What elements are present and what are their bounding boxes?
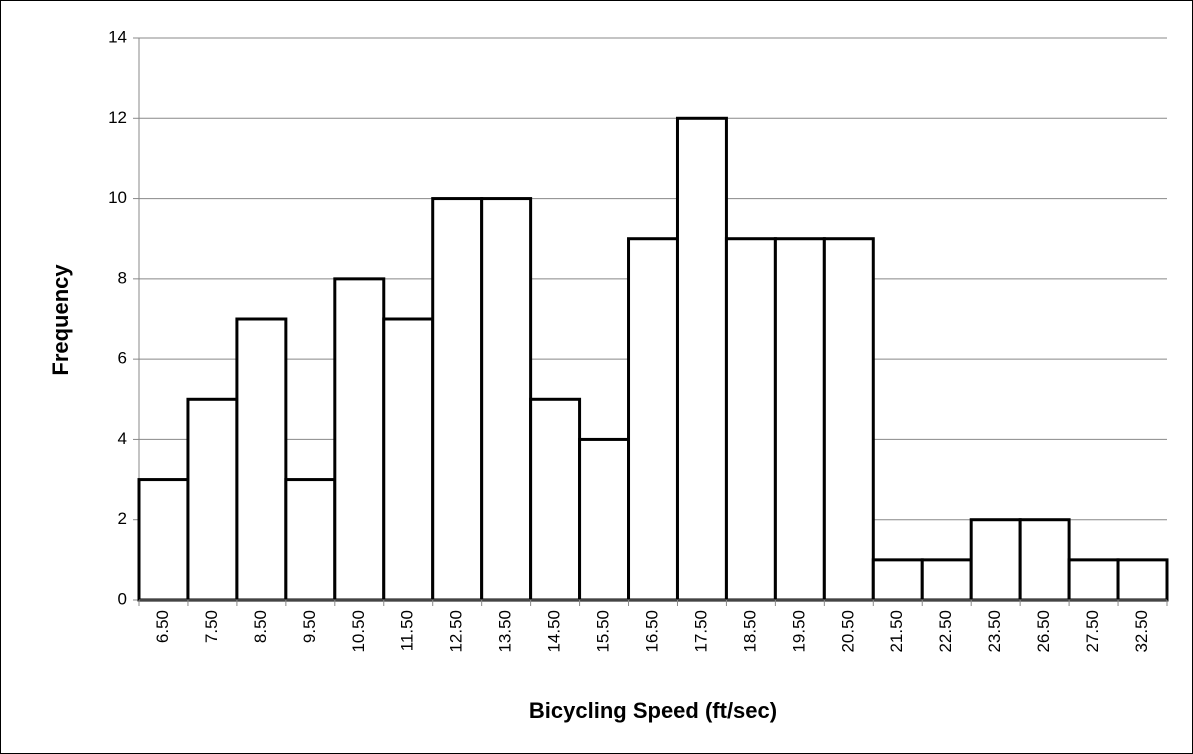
bar: [235, 317, 288, 602]
bar: [480, 197, 533, 602]
y-tick-label: 0: [118, 589, 127, 608]
bar: [382, 317, 435, 602]
bar: [773, 237, 826, 602]
bar: [284, 478, 337, 602]
x-tick-label: 17.50: [691, 610, 710, 653]
x-axis-title: Bicycling Speed (ft/sec): [529, 698, 777, 723]
bar: [137, 478, 190, 602]
y-tick-label: 2: [118, 509, 127, 528]
x-tick-label: 13.50: [496, 610, 515, 653]
bar: [920, 558, 973, 602]
x-tick-label: 18.50: [740, 610, 759, 653]
x-tick-label: 6.50: [153, 610, 172, 643]
x-tick-label: 10.50: [349, 610, 368, 653]
y-tick-label: 12: [108, 108, 127, 127]
bar: [871, 558, 924, 602]
x-tick-label: 14.50: [545, 610, 564, 653]
x-tick-label: 19.50: [789, 610, 808, 653]
bar: [675, 116, 728, 602]
y-tick-label: 6: [118, 349, 127, 368]
bar: [186, 397, 239, 602]
x-tick-label: 26.50: [1034, 610, 1053, 653]
x-tick-label: 22.50: [936, 610, 955, 653]
x-tick-label: 9.50: [300, 610, 319, 643]
y-axis-title: Frequency: [48, 264, 73, 376]
x-tick-label: 32.50: [1132, 610, 1151, 653]
x-tick-label: 11.50: [398, 610, 417, 651]
bar: [1018, 518, 1071, 602]
bar: [529, 397, 582, 602]
x-tick-label: 20.50: [838, 610, 857, 653]
x-tick-label: 8.50: [251, 610, 270, 643]
y-tick-label: 8: [118, 268, 127, 287]
bar: [627, 237, 679, 602]
bar: [431, 197, 484, 602]
bar: [333, 277, 386, 602]
x-tick-label: 12.50: [447, 610, 466, 653]
x-tick-label: 16.50: [642, 610, 661, 653]
x-tick-label: 21.50: [887, 610, 906, 653]
y-tick-label: 14: [108, 27, 127, 46]
bar: [1116, 558, 1169, 602]
x-tick-label: 23.50: [985, 610, 1004, 653]
bar: [1067, 558, 1120, 602]
y-tick-label: 4: [118, 429, 127, 448]
bar: [578, 437, 631, 602]
y-tick-label: 10: [108, 188, 127, 207]
x-tick-label: 27.50: [1083, 610, 1102, 653]
x-tick-label: 15.50: [594, 610, 613, 653]
bar: [724, 237, 777, 602]
bar: [822, 237, 875, 602]
x-tick-label: 7.50: [202, 610, 221, 643]
bar: [969, 518, 1022, 602]
